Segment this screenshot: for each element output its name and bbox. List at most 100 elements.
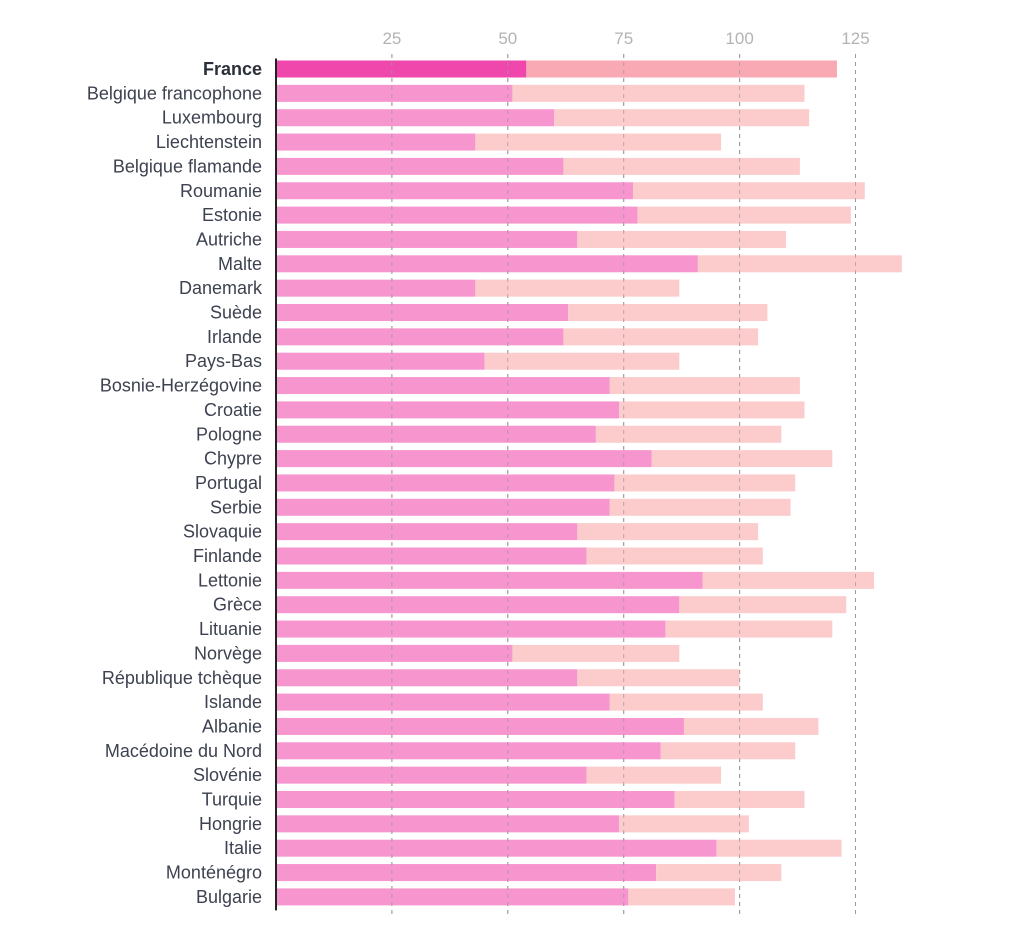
bar-segment-2 <box>660 742 796 760</box>
category-label: Serbie <box>210 497 262 517</box>
category-label: Islande <box>204 692 262 712</box>
bar-segment-1 <box>276 888 629 906</box>
bar-segment-1 <box>276 304 569 321</box>
bar-segment-1 <box>276 450 652 468</box>
bar-segment-2 <box>595 425 782 443</box>
bar-segment-1 <box>276 839 717 857</box>
bar-segment-2 <box>679 596 847 614</box>
bar-segment-2 <box>651 450 833 468</box>
bar-segment-1 <box>276 279 476 297</box>
bar-segment-2 <box>554 109 810 127</box>
category-label: Croatie <box>204 400 262 420</box>
bar-segment-2 <box>716 839 842 857</box>
bar-segment-2 <box>586 766 722 784</box>
category-label: Lituanie <box>199 619 262 639</box>
bar-segment-1 <box>276 644 513 662</box>
category-label: Roumanie <box>180 181 262 201</box>
bar-segment-2 <box>577 669 740 687</box>
bar-segment-2 <box>609 377 800 395</box>
bar-segment-1 <box>276 815 620 833</box>
bar-segment-1 <box>276 230 578 248</box>
category-label: Luxembourg <box>162 108 262 128</box>
bar-segment-2 <box>512 644 680 662</box>
bar-segment-1 <box>276 864 657 882</box>
bars <box>276 60 902 906</box>
bar-segment-2 <box>619 401 805 419</box>
category-labels: France Belgique francophone Luxembourg Liec… <box>87 59 263 907</box>
x-tick-label: 50 <box>498 29 517 48</box>
bar-segment-2 <box>614 474 796 492</box>
bar-segment-1 <box>276 596 680 614</box>
category-label: Turquie <box>202 790 262 810</box>
bar-segment-1 <box>276 401 620 419</box>
bar-segment-2 <box>475 279 680 297</box>
x-tick-label: 125 <box>841 29 869 48</box>
x-tick-label: 100 <box>725 29 753 48</box>
bar-segment-1 <box>276 60 527 78</box>
bar-segment-2 <box>526 60 837 78</box>
category-label: Autriche <box>196 229 262 249</box>
bar-segment-1 <box>276 157 564 175</box>
category-label: Pays-Bas <box>185 351 262 371</box>
bar-segment-1 <box>276 206 638 224</box>
bar-segment-1 <box>276 669 578 687</box>
bar-segment-1 <box>276 425 596 443</box>
bar-segment-2 <box>637 206 851 224</box>
bar-segment-2 <box>475 133 722 151</box>
category-label: Lettonie <box>198 570 262 590</box>
bar-segment-1 <box>276 133 476 151</box>
x-axis-ticks: 25 50 75 100 125 <box>382 29 869 48</box>
category-label: France <box>203 59 262 79</box>
bar-segment-2 <box>628 888 735 906</box>
bar-segment-1 <box>276 791 675 808</box>
bar-segment-1 <box>276 717 684 735</box>
category-label: Italie <box>224 838 262 858</box>
category-label: Bulgarie <box>196 887 262 907</box>
category-label: Chypre <box>204 449 262 469</box>
bar-segment-1 <box>276 474 615 492</box>
bar-segment-1 <box>276 255 698 273</box>
bar-segment-2 <box>586 547 763 565</box>
bar-segment-2 <box>577 523 759 541</box>
category-label: Grèce <box>213 595 262 615</box>
category-label: Bosnie-Herzégovine <box>100 376 262 396</box>
bar-segment-1 <box>276 620 666 638</box>
bar-segment-2 <box>512 84 805 102</box>
category-label: Irlande <box>207 327 262 347</box>
category-label: Monténégro <box>166 863 262 883</box>
bar-segment-1 <box>276 571 703 589</box>
bar-segment-2 <box>577 230 786 248</box>
bar-segment-1 <box>276 377 610 395</box>
x-tick-label: 75 <box>614 29 633 48</box>
bar-segment-2 <box>563 328 759 346</box>
bar-segment-2 <box>619 815 749 833</box>
category-label: Suède <box>210 303 262 323</box>
bar-segment-2 <box>609 693 763 711</box>
bar-segment-2 <box>683 717 819 735</box>
category-label: Slovaquie <box>183 522 262 542</box>
category-label: Albanie <box>202 716 262 736</box>
bar-segment-1 <box>276 182 633 200</box>
category-label: Danemark <box>179 278 263 298</box>
category-label: République tchèque <box>102 668 262 688</box>
bar-segment-1 <box>276 523 578 541</box>
category-label: Estonie <box>202 205 262 225</box>
category-label: Finlande <box>193 546 262 566</box>
bar-segment-2 <box>568 304 768 321</box>
category-label: Liechtenstein <box>156 132 262 152</box>
bar-segment-2 <box>609 498 791 516</box>
category-label: Slovénie <box>193 765 262 785</box>
bar-segment-1 <box>276 742 661 760</box>
category-label: Norvège <box>194 643 262 663</box>
bar-segment-1 <box>276 352 485 370</box>
category-label: Pologne <box>196 424 262 444</box>
bar-segment-1 <box>276 547 587 565</box>
x-tick-label: 25 <box>382 29 401 48</box>
bar-segment-2 <box>702 571 875 589</box>
bar-segment-2 <box>563 157 800 175</box>
bar-segment-1 <box>276 84 513 102</box>
bar-segment-2 <box>632 182 865 200</box>
bar-segment-2 <box>665 620 833 638</box>
